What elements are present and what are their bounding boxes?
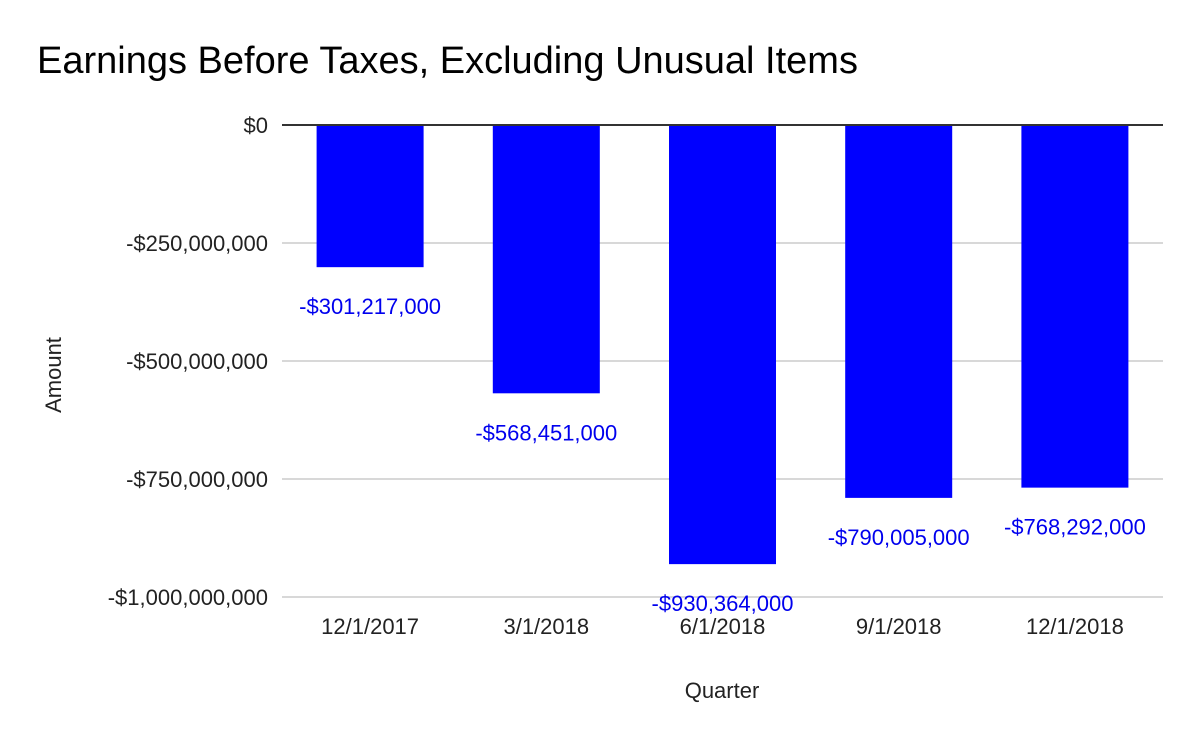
y-tick-label: -$250,000,000 — [126, 231, 268, 256]
data-label: -$930,364,000 — [652, 591, 794, 616]
bar — [669, 125, 776, 565]
data-label: -$790,005,000 — [828, 525, 970, 550]
x-tick-label: 3/1/2018 — [503, 614, 589, 639]
data-label: -$301,217,000 — [299, 294, 441, 319]
x-axis-title: Quarter — [685, 678, 760, 703]
x-tick-label: 9/1/2018 — [856, 614, 942, 639]
y-axis-ticks: $0 -$250,000,000 -$500,000,000 -$750,000,00… — [108, 113, 268, 610]
x-tick-label: 12/1/2017 — [321, 614, 419, 639]
y-tick-label: -$1,000,000,000 — [108, 585, 268, 610]
data-label: -$768,292,000 — [1004, 515, 1146, 540]
y-tick-label: $0 — [244, 113, 268, 138]
y-tick-label: -$500,000,000 — [126, 349, 268, 374]
x-axis-ticks: 12/1/2017 3/1/2018 6/1/2018 9/1/2018 12/1/20… — [321, 614, 1124, 639]
bar — [316, 125, 424, 268]
data-label: -$568,451,000 — [475, 420, 617, 445]
bars — [316, 125, 1129, 565]
bar — [845, 125, 953, 498]
data-labels: -$301,217,000 -$568,451,000 -$930,364,000 -… — [299, 294, 1146, 616]
chart-title: Earnings Before Taxes, Excluding Unusual… — [37, 40, 858, 82]
x-tick-label: 6/1/2018 — [680, 614, 766, 639]
x-tick-label: 12/1/2018 — [1026, 614, 1124, 639]
bar — [1021, 125, 1129, 488]
y-axis-title: Amount — [41, 337, 66, 413]
bar — [492, 125, 600, 394]
y-tick-label: -$750,000,000 — [126, 467, 268, 492]
